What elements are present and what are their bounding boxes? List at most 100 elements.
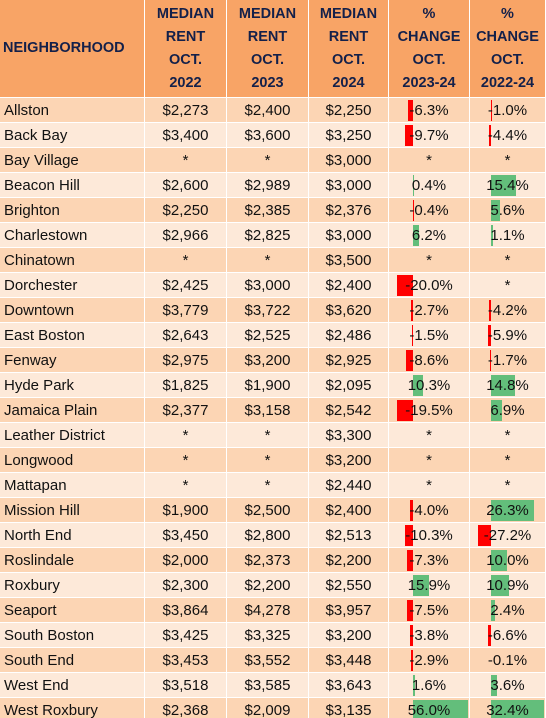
cell-text: * (264, 252, 271, 269)
cell: Mission Hill (0, 498, 145, 523)
cell-text: $3,450 (162, 527, 209, 544)
cell: $3,000 (309, 148, 389, 173)
cell-text: Jamaica Plain (4, 402, 98, 419)
header-text: MEDIAN (156, 5, 215, 22)
header-text: 2022 (169, 74, 202, 91)
cell-text: $3,600 (244, 127, 291, 144)
cell: 6.9% (470, 398, 546, 423)
cell-text: -6.6% (487, 627, 528, 644)
cell: $1,900 (145, 498, 227, 523)
cell-text: 5.6% (490, 202, 525, 219)
cell-text: Mission Hill (4, 502, 80, 519)
header-text: 2024 (332, 74, 365, 91)
cell: -6.3% (389, 98, 470, 123)
header-text: RENT (328, 28, 369, 45)
cell: $2,800 (227, 523, 309, 548)
cell: Beacon Hill (0, 173, 145, 198)
cell-text: 3.6% (490, 677, 525, 694)
cell: -20.0% (389, 273, 470, 298)
cell: * (470, 148, 546, 173)
header-text: OCT. (490, 51, 525, 68)
cell-text: $2,250 (325, 102, 372, 119)
cell-text: -2.7% (409, 302, 449, 319)
cell: 1.1% (470, 223, 546, 248)
cell-text: -19.5% (405, 402, 453, 419)
cell-text: -4.0% (409, 502, 449, 519)
header-text: OCT. (331, 51, 366, 68)
cell-text: $2,300 (162, 577, 209, 594)
data-bar (491, 375, 516, 396)
cell-text: $3,400 (162, 127, 209, 144)
header-cell: MEDIAN RENT OCT. 2023 (227, 0, 309, 98)
cell-text: North End (4, 527, 72, 544)
cell-text: $3,200 (325, 627, 372, 644)
cell-text: -6.3% (409, 102, 449, 119)
data-bar (491, 550, 508, 571)
cell: 32.4% (470, 698, 546, 718)
cell: $3,500 (309, 248, 389, 273)
cell-text: $3,135 (325, 702, 372, 718)
cell: $2,550 (309, 573, 389, 598)
cell: 15.9% (389, 573, 470, 598)
cell: 0.4% (389, 173, 470, 198)
cell: -4.0% (389, 498, 470, 523)
data-bar (407, 600, 413, 621)
cell-text: -4.4% (487, 127, 528, 144)
cell: $3,200 (309, 448, 389, 473)
cell: * (145, 473, 227, 498)
cell: Downtown (0, 298, 145, 323)
cell-text: 0.4% (411, 177, 447, 194)
header-text: MEDIAN (319, 5, 378, 22)
header-text: RENT (247, 28, 288, 45)
cell-text: $3,000 (325, 177, 372, 194)
cell: -7.3% (389, 548, 470, 573)
cell: $1,900 (227, 373, 309, 398)
cell: 6.2% (389, 223, 470, 248)
cell-text: * (504, 277, 511, 294)
cell: $2,600 (145, 173, 227, 198)
header-cell: NEIGHBORHOOD (0, 0, 145, 98)
cell-text: 10.3% (407, 377, 451, 394)
cell: $3,552 (227, 648, 309, 673)
cell-text: $2,368 (162, 702, 209, 718)
cell-text: -27.2% (483, 527, 532, 544)
cell-text: * (264, 477, 271, 494)
cell-text: $2,400 (325, 502, 372, 519)
cell-text: -0.1% (487, 652, 528, 669)
cell: $2,200 (227, 573, 309, 598)
data-bar (413, 575, 429, 596)
cell-text: * (182, 152, 189, 169)
cell-text: $2,400 (244, 102, 291, 119)
header-text: MEDIAN (238, 5, 297, 22)
cell-text: $2,925 (325, 352, 372, 369)
cell: Back Bay (0, 123, 145, 148)
data-bar (491, 400, 503, 421)
data-bar (406, 350, 413, 371)
data-bar (413, 675, 415, 696)
data-bar (488, 125, 491, 146)
cell: $2,542 (309, 398, 389, 423)
data-bar (397, 275, 413, 296)
cell-text: Mattapan (4, 477, 67, 494)
cell: * (227, 473, 309, 498)
cell: $2,400 (309, 273, 389, 298)
cell: Jamaica Plain (0, 398, 145, 423)
cell-text: -7.3% (409, 552, 449, 569)
cell-text: -0.4% (409, 202, 449, 219)
cell: $3,957 (309, 598, 389, 623)
cell: -6.6% (470, 623, 546, 648)
cell-text: Longwood (4, 452, 74, 469)
cell: -4.2% (470, 298, 546, 323)
cell-text: 56.0% (407, 702, 451, 718)
header-text: % (422, 5, 436, 22)
cell-text: $3,585 (244, 677, 291, 694)
cell-text: * (504, 427, 511, 444)
cell-text: 1.6% (411, 677, 447, 694)
cell: Brighton (0, 198, 145, 223)
header-text: 2023-24 (402, 74, 456, 91)
cell-text: 6.9% (490, 402, 525, 419)
cell-text: $2,200 (244, 577, 291, 594)
cell-text: Leather District (4, 427, 105, 444)
cell: * (145, 148, 227, 173)
cell-text: $2,373 (244, 552, 291, 569)
